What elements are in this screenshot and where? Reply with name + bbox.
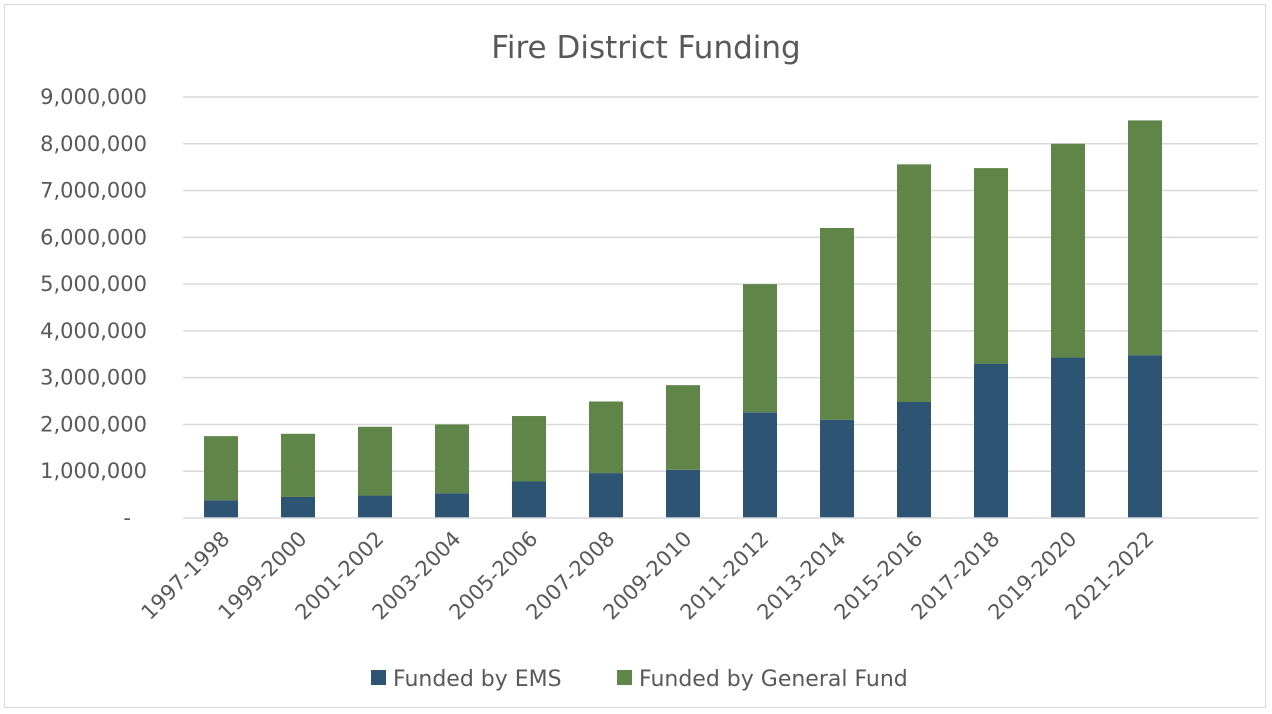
bar-segment-ems [204,500,238,518]
bar-segment-general-fund [281,433,315,497]
legend-swatch [617,670,632,685]
y-tick-label: 8,000,000 [40,132,147,156]
bar-segment-general-fund [974,168,1008,364]
legend-label: Funded by EMS [393,667,562,692]
y-tick-label: - [123,506,131,530]
legend-swatch [371,670,386,685]
y-tick-label: 1,000,000 [40,459,147,483]
bar-segment-general-fund [358,426,392,496]
y-tick-label: 9,000,000 [40,85,147,109]
x-axis-ticks: 1997-19981999-20002001-20022003-20042005… [137,527,1159,625]
bar-segment-general-fund [204,436,238,501]
bar-segment-general-fund [820,227,854,420]
bar-segment-ems [1051,357,1085,518]
y-tick-label: 5,000,000 [40,272,147,296]
chart-title: Fire District Funding [491,30,800,66]
bar-segment-general-fund [512,416,546,482]
gridlines [183,96,1258,472]
y-tick-label: 2,000,000 [40,412,147,436]
y-tick-label: 6,000,000 [40,225,147,249]
bar-segment-ems [820,419,854,518]
bar-segment-ems [589,473,623,518]
y-axis-ticks: - 1,000,000 2,000,000 3,000,000 4,000,000 5,0… [40,85,147,530]
bar-segment-ems [1128,355,1162,518]
legend-label: Funded by General Fund [639,667,908,692]
bar-segment-general-fund [589,401,623,474]
bar-segment-ems [666,469,700,518]
bars [204,120,1162,518]
y-tick-label: 7,000,000 [40,179,147,203]
legend: Funded by EMS Funded by General Fund [371,667,908,692]
y-tick-label: 3,000,000 [40,366,147,390]
bar-segment-general-fund [435,424,469,494]
bar-segment-ems [743,412,777,518]
bar-segment-general-fund [897,164,931,402]
bar-segment-ems [897,401,931,518]
bar-segment-ems [974,363,1008,518]
bar-segment-ems [512,481,546,518]
bar-segment-ems [358,495,392,518]
bar-segment-general-fund [666,385,700,470]
bar-segment-ems [435,493,469,518]
bar-segment-general-fund [743,284,777,413]
bar-segment-general-fund [1051,143,1085,358]
bar-segment-ems [281,496,315,518]
y-tick-label: 4,000,000 [40,319,147,343]
bar-segment-general-fund [1128,120,1162,356]
